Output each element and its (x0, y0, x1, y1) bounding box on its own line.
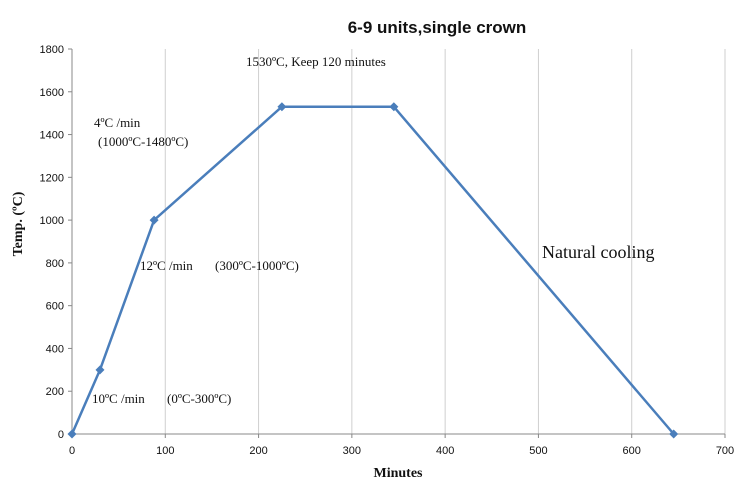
data-point-marker (277, 102, 287, 112)
y-tick-label-200: 200 (46, 386, 64, 398)
series (67, 102, 679, 439)
annotations: 1530ºC, Keep 120 minutes 4ºC /min (1000º… (92, 54, 654, 406)
series-line-0 (70, 105, 675, 435)
grid-lines (164, 49, 726, 434)
annotation-cooling: Natural cooling (542, 242, 654, 262)
y-tick-label-1800: 1800 (40, 44, 64, 56)
tick-labels: 0 100 200 300 400 500 600 700 0 200 400 600 800 1000 1… (40, 44, 735, 457)
data-point-marker (149, 215, 159, 225)
y-tick-label-1600: 1600 (40, 87, 64, 99)
x-tick-label-300: 300 (343, 445, 361, 457)
data-point-marker (389, 102, 399, 112)
data-point-marker (67, 429, 77, 439)
chart-title: 6-9 units,single crown (348, 18, 527, 37)
annotation-rate-mid-2: (300ºC-1000ºC) (215, 258, 299, 273)
y-tick-label-1000: 1000 (40, 215, 64, 227)
y-tick-label-400: 400 (46, 343, 64, 355)
data-point-marker (95, 365, 105, 375)
x-tick-label-700: 700 (716, 445, 734, 457)
y-tick-label-800: 800 (46, 258, 64, 270)
annotation-rate-high-2: (1000ºC-1480ºC) (98, 134, 188, 149)
y-tick-label-600: 600 (46, 301, 64, 313)
x-tick-label-500: 500 (529, 445, 547, 457)
x-tick-label-600: 600 (623, 445, 641, 457)
annotation-hold: 1530ºC, Keep 120 minutes (246, 54, 386, 69)
annotation-rate-mid-1: 12ºC /min (140, 258, 193, 273)
y-tick-label-1400: 1400 (40, 130, 64, 142)
x-tick-label-200: 200 (249, 445, 267, 457)
y-tick-label-0: 0 (58, 429, 64, 441)
axes (68, 48, 726, 438)
x-tick-label-100: 100 (156, 445, 174, 457)
annotation-rate-high-1: 4ºC /min (94, 115, 141, 130)
x-tick-label-400: 400 (436, 445, 454, 457)
y-tick-label-1200: 1200 (40, 172, 64, 184)
y-axis-label: Temp. (ºC) (11, 191, 26, 256)
annotation-rate-low-2: (0ºC-300ºC) (167, 391, 231, 406)
data-point-marker (669, 429, 679, 439)
x-axis-label: Minutes (374, 466, 424, 481)
x-tick-label-0: 0 (69, 445, 75, 457)
annotation-rate-low-1: 10ºC /min (92, 391, 145, 406)
